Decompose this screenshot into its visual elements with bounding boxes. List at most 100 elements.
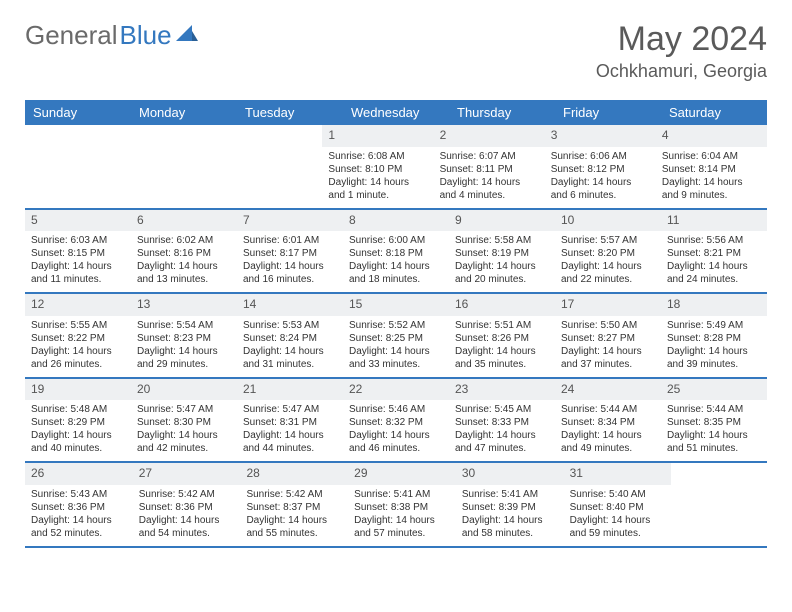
sunset-text: Sunset: 8:18 PM [349, 247, 443, 260]
day-number: 22 [343, 379, 449, 401]
sunrise-text: Sunrise: 5:49 AM [667, 319, 761, 332]
daylight-text: Daylight: 14 hours and 20 minutes. [455, 260, 549, 286]
weekday-header: Monday [131, 100, 237, 125]
day-cell: 8Sunrise: 6:00 AMSunset: 8:18 PMDaylight… [343, 210, 449, 293]
month-title: May 2024 [596, 20, 767, 59]
day-cell: 18Sunrise: 5:49 AMSunset: 8:28 PMDayligh… [661, 294, 767, 377]
sunrise-text: Sunrise: 5:50 AM [561, 319, 655, 332]
sunset-text: Sunset: 8:31 PM [243, 416, 337, 429]
sunrise-text: Sunrise: 6:02 AM [137, 234, 231, 247]
sunrise-text: Sunrise: 5:44 AM [667, 403, 761, 416]
sunrise-text: Sunrise: 5:45 AM [455, 403, 549, 416]
day-number: 29 [348, 463, 456, 485]
day-number: 26 [25, 463, 133, 485]
day-number: 28 [240, 463, 348, 485]
sunrise-text: Sunrise: 6:04 AM [662, 150, 761, 163]
sunset-text: Sunset: 8:39 PM [462, 501, 558, 514]
day-cell: 23Sunrise: 5:45 AMSunset: 8:33 PMDayligh… [449, 379, 555, 462]
day-number: 10 [555, 210, 661, 232]
day-number: 23 [449, 379, 555, 401]
sunset-text: Sunset: 8:36 PM [31, 501, 127, 514]
sunset-text: Sunset: 8:38 PM [354, 501, 450, 514]
weekday-header: Tuesday [237, 100, 343, 125]
daylight-text: Daylight: 14 hours and 37 minutes. [561, 345, 655, 371]
logo-text-blue: Blue [120, 20, 172, 51]
daylight-text: Daylight: 14 hours and 29 minutes. [137, 345, 231, 371]
day-cell: 24Sunrise: 5:44 AMSunset: 8:34 PMDayligh… [555, 379, 661, 462]
daylight-text: Daylight: 14 hours and 24 minutes. [667, 260, 761, 286]
sunset-text: Sunset: 8:35 PM [667, 416, 761, 429]
day-cell: 20Sunrise: 5:47 AMSunset: 8:30 PMDayligh… [131, 379, 237, 462]
sunset-text: Sunset: 8:29 PM [31, 416, 125, 429]
sunset-text: Sunset: 8:26 PM [455, 332, 549, 345]
sunset-text: Sunset: 8:40 PM [570, 501, 666, 514]
daylight-text: Daylight: 14 hours and 44 minutes. [243, 429, 337, 455]
day-cell: 4Sunrise: 6:04 AMSunset: 8:14 PMDaylight… [656, 125, 767, 208]
calendar-week: 12Sunrise: 5:55 AMSunset: 8:22 PMDayligh… [25, 294, 767, 379]
day-number: 8 [343, 210, 449, 232]
sunrise-text: Sunrise: 6:07 AM [440, 150, 539, 163]
day-cell: 28Sunrise: 5:42 AMSunset: 8:37 PMDayligh… [240, 463, 348, 546]
day-cell: 27Sunrise: 5:42 AMSunset: 8:36 PMDayligh… [133, 463, 241, 546]
title-block: May 2024 Ochkhamuri, Georgia [596, 20, 767, 82]
sunset-text: Sunset: 8:30 PM [137, 416, 231, 429]
daylight-text: Daylight: 14 hours and 55 minutes. [246, 514, 342, 540]
sunset-text: Sunset: 8:21 PM [667, 247, 761, 260]
daylight-text: Daylight: 14 hours and 54 minutes. [139, 514, 235, 540]
weekday-header: Saturday [661, 100, 767, 125]
day-cell: 5Sunrise: 6:03 AMSunset: 8:15 PMDaylight… [25, 210, 131, 293]
weekday-header-row: SundayMondayTuesdayWednesdayThursdayFrid… [25, 100, 767, 125]
day-cell: 11Sunrise: 5:56 AMSunset: 8:21 PMDayligh… [661, 210, 767, 293]
sunrise-text: Sunrise: 5:47 AM [137, 403, 231, 416]
sunset-text: Sunset: 8:34 PM [561, 416, 655, 429]
sunset-text: Sunset: 8:20 PM [561, 247, 655, 260]
day-number: 27 [133, 463, 241, 485]
sunset-text: Sunset: 8:33 PM [455, 416, 549, 429]
daylight-text: Daylight: 14 hours and 35 minutes. [455, 345, 549, 371]
daylight-text: Daylight: 14 hours and 33 minutes. [349, 345, 443, 371]
day-number: 31 [564, 463, 672, 485]
day-number: 17 [555, 294, 661, 316]
weekday-header: Thursday [449, 100, 555, 125]
sunrise-text: Sunrise: 6:03 AM [31, 234, 125, 247]
sunrise-text: Sunrise: 6:01 AM [243, 234, 337, 247]
day-number: 3 [545, 125, 656, 147]
daylight-text: Daylight: 14 hours and 51 minutes. [667, 429, 761, 455]
sunset-text: Sunset: 8:12 PM [551, 163, 650, 176]
day-cell: 6Sunrise: 6:02 AMSunset: 8:16 PMDaylight… [131, 210, 237, 293]
sunrise-text: Sunrise: 5:43 AM [31, 488, 127, 501]
daylight-text: Daylight: 14 hours and 31 minutes. [243, 345, 337, 371]
day-number: 24 [555, 379, 661, 401]
day-cell: 15Sunrise: 5:52 AMSunset: 8:25 PMDayligh… [343, 294, 449, 377]
sunrise-text: Sunrise: 5:56 AM [667, 234, 761, 247]
location-label: Ochkhamuri, Georgia [596, 61, 767, 82]
sunrise-text: Sunrise: 5:48 AM [31, 403, 125, 416]
day-cell: 29Sunrise: 5:41 AMSunset: 8:38 PMDayligh… [348, 463, 456, 546]
calendar-week: 5Sunrise: 6:03 AMSunset: 8:15 PMDaylight… [25, 210, 767, 295]
day-cell: 30Sunrise: 5:41 AMSunset: 8:39 PMDayligh… [456, 463, 564, 546]
day-cell: 12Sunrise: 5:55 AMSunset: 8:22 PMDayligh… [25, 294, 131, 377]
day-number: 7 [237, 210, 343, 232]
sunset-text: Sunset: 8:37 PM [246, 501, 342, 514]
day-cell: 16 Sunrise: 5:51 AMSunset: 8:26 PMDayligh… [449, 294, 555, 377]
sunrise-text: Sunrise: 5:54 AM [137, 319, 231, 332]
day-number: 14 [237, 294, 343, 316]
sunrise-text: Sunrise: 5:51 AM [455, 319, 549, 332]
daylight-text: Daylight: 14 hours and 57 minutes. [354, 514, 450, 540]
calendar-week: 19Sunrise: 5:48 AMSunset: 8:29 PMDayligh… [25, 379, 767, 464]
daylight-text: Daylight: 14 hours and 59 minutes. [570, 514, 666, 540]
sunrise-text: Sunrise: 5:42 AM [139, 488, 235, 501]
daylight-text: Daylight: 14 hours and 11 minutes. [31, 260, 125, 286]
sunset-text: Sunset: 8:25 PM [349, 332, 443, 345]
day-number: 16 [449, 294, 555, 316]
daylight-text: Daylight: 14 hours and 16 minutes. [243, 260, 337, 286]
empty-day-cell [25, 125, 124, 208]
day-cell: 9Sunrise: 5:58 AMSunset: 8:19 PMDaylight… [449, 210, 555, 293]
day-cell: 1Sunrise: 6:08 AMSunset: 8:10 PMDaylight… [322, 125, 433, 208]
sunset-text: Sunset: 8:23 PM [137, 332, 231, 345]
daylight-text: Daylight: 14 hours and 39 minutes. [667, 345, 761, 371]
day-number: 9 [449, 210, 555, 232]
calendar: SundayMondayTuesdayWednesdayThursdayFrid… [25, 100, 767, 548]
weekday-header: Sunday [25, 100, 131, 125]
sunrise-text: Sunrise: 5:46 AM [349, 403, 443, 416]
